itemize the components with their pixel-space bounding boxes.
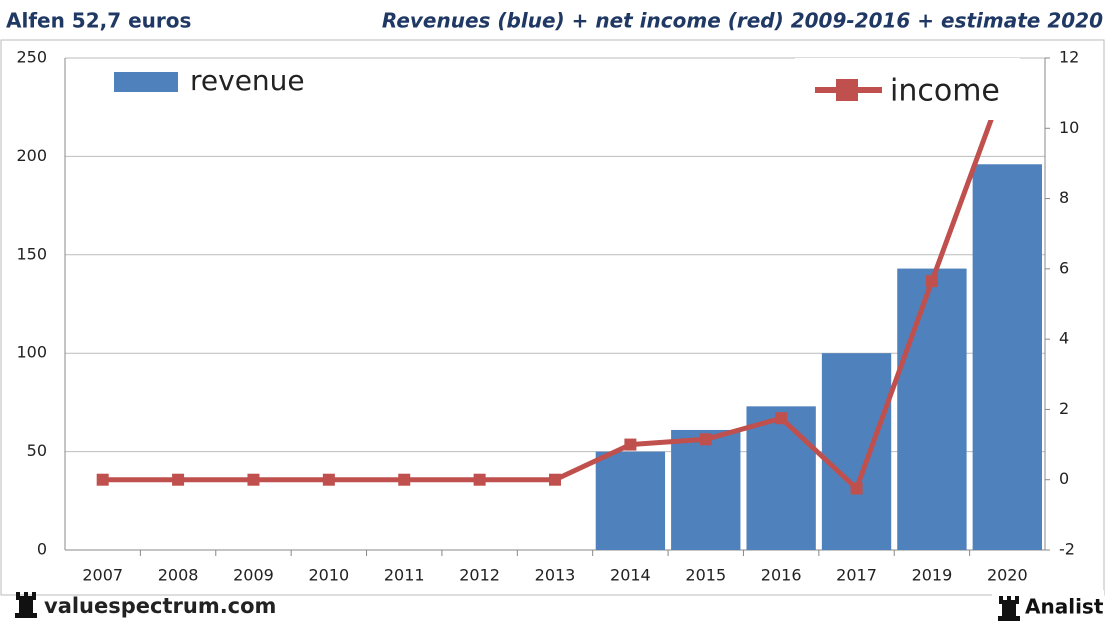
chart-subtitle: Alfen 52,7 euros: [6, 9, 191, 33]
bar: [897, 268, 967, 550]
x-tick-label: 2007: [82, 566, 123, 585]
y2-tick-label: 8: [1059, 188, 1069, 207]
line-marker: [624, 438, 637, 451]
y2-tick-label: 12: [1059, 48, 1079, 67]
x-tick-label: 2012: [459, 566, 500, 585]
y-tick-label: 150: [16, 244, 47, 263]
line-marker: [925, 275, 938, 288]
y-tick-label: 200: [16, 146, 47, 165]
brand-label: Analist: [1025, 595, 1104, 619]
x-tick-label: 2017: [836, 566, 877, 585]
x-tick-label: 2019: [912, 566, 953, 585]
x-tick-label: 2009: [233, 566, 274, 585]
y-tick-label: 100: [16, 343, 47, 362]
x-tick-label: 2020: [987, 566, 1028, 585]
bar: [972, 164, 1042, 550]
y2-tick-label: 6: [1059, 258, 1069, 277]
y2-tick-label: 2: [1059, 399, 1069, 418]
legend-label: income: [890, 74, 1000, 109]
y2-tick-label: 4: [1059, 329, 1069, 348]
x-tick-label: 2016: [761, 566, 802, 585]
y-tick-label: 0: [37, 540, 47, 559]
line-marker: [172, 473, 185, 486]
legend-label: revenue: [190, 64, 305, 97]
line-marker: [322, 473, 335, 486]
line-marker: [775, 412, 788, 425]
y-tick-label: 50: [27, 441, 47, 460]
line-marker: [549, 473, 561, 486]
bar: [821, 353, 892, 550]
line-marker: [699, 433, 712, 446]
x-tick-label: 2014: [610, 566, 651, 585]
line-marker: [850, 482, 863, 495]
line-marker: [247, 473, 260, 486]
line-marker: [398, 473, 411, 486]
x-tick-label: 2008: [158, 566, 199, 585]
line-marker: [473, 473, 486, 486]
y-tick-label: 250: [16, 48, 47, 67]
chart-title: Revenues (blue) + net income (red) 2009-…: [382, 9, 1103, 33]
x-tick-label: 2013: [535, 566, 576, 585]
line-marker: [96, 473, 109, 486]
x-tick-label: 2011: [384, 566, 425, 585]
bar: [595, 451, 666, 550]
x-tick-label: 2015: [685, 566, 726, 585]
source-icon: [15, 592, 37, 618]
x-tick-label: 2010: [308, 566, 349, 585]
y2-tick-label: 0: [1059, 469, 1069, 488]
bar: [746, 406, 816, 550]
legend-marker: [836, 79, 858, 101]
brand-icon: [998, 596, 1020, 621]
source-label: valuespectrum.com: [44, 594, 276, 618]
y2-tick-label: -2: [1059, 540, 1075, 559]
y2-tick-label: 10: [1059, 118, 1079, 137]
legend-swatch: [114, 72, 178, 92]
bar: [671, 429, 741, 550]
